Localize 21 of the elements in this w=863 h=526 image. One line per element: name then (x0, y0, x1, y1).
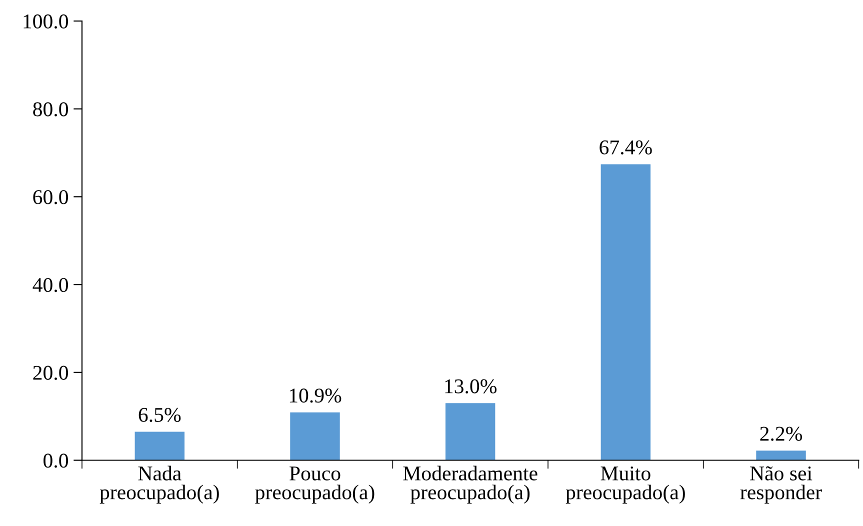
bar (134, 432, 185, 460)
bar (445, 403, 496, 460)
bar (600, 164, 651, 460)
bar (756, 450, 806, 460)
y-tick-label: 80.0 (33, 102, 68, 116)
x-tick-label: Pouco preocupado(a) (255, 466, 374, 504)
data-label: 10.9% (290, 388, 342, 403)
x-tick-label: Muito preocupado(a) (566, 466, 685, 504)
y-tick-label: 100.0 (24, 14, 68, 29)
x-tick-label: Nada preocupado(a) (100, 466, 219, 504)
y-tick-label: 60.0 (33, 190, 68, 204)
data-label: 67.4% (600, 140, 652, 155)
y-tick-label: 0.0 (44, 454, 68, 468)
data-label: 2.2% (760, 426, 802, 441)
x-tick-label: Não sei responder (740, 466, 822, 504)
bar (290, 412, 340, 460)
data-label: 6.5% (138, 408, 181, 422)
x-tick-label: Moderadamente preocupado(a) (403, 466, 538, 504)
y-tick-label: 40.0 (32, 278, 68, 292)
data-label: 13.0% (445, 379, 497, 394)
y-tick-label: 20.0 (33, 366, 68, 380)
